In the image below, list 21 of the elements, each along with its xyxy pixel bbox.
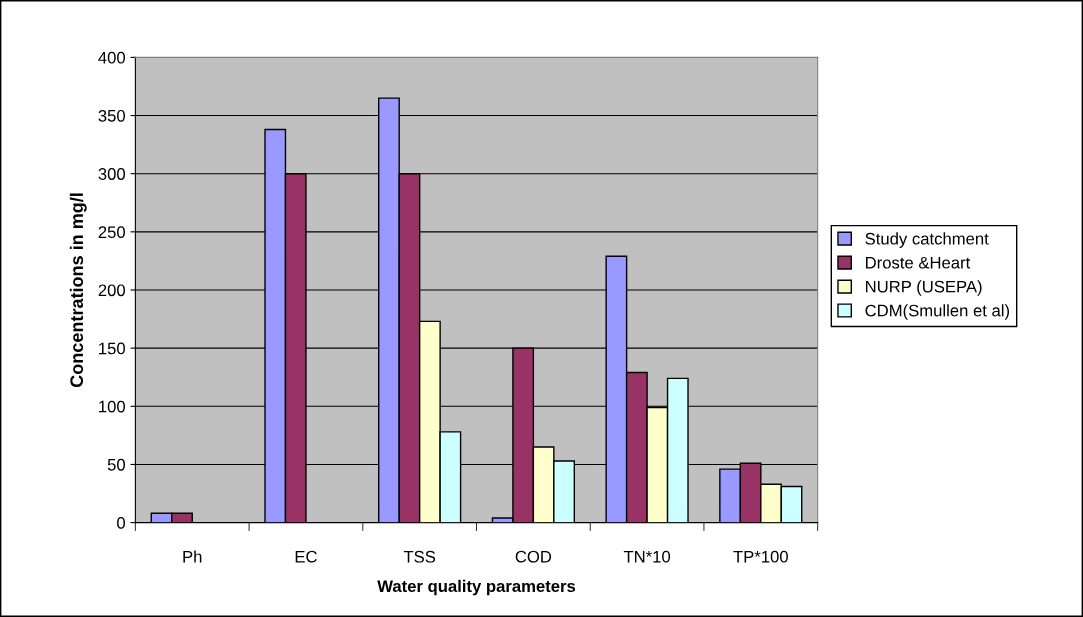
y-tick-label: 0 (117, 517, 125, 529)
legend-label: Droste &Heart (866, 256, 971, 269)
y-tick-label: 150 (99, 342, 125, 355)
legend-label: CDM(Smullen et al) (865, 304, 1010, 320)
x-axis-title: Water quality parameters (377, 579, 576, 596)
y-tick-label: 350 (98, 109, 125, 122)
y-tick-label: 100 (99, 400, 125, 413)
x-tick-label: EC (295, 550, 317, 563)
x-tick-label: TSS (403, 550, 436, 563)
y-axis-title: Concentrations in mg/l (69, 193, 87, 388)
y-tick-label: 200 (98, 284, 125, 297)
legend-label: NURP (USEPA) (866, 280, 982, 296)
x-tick-label: Ph (183, 550, 202, 563)
y-tick-label: 300 (98, 168, 125, 180)
y-tick-label: 250 (98, 226, 125, 239)
x-tick-label: TN*10 (623, 550, 671, 563)
x-tick-label: TP*100 (733, 550, 788, 563)
y-tick-label: 400 (98, 51, 125, 64)
x-tick-label: COD (515, 550, 552, 563)
legend-label: Study catchment (865, 232, 989, 248)
y-tick-label: 50 (107, 458, 125, 471)
